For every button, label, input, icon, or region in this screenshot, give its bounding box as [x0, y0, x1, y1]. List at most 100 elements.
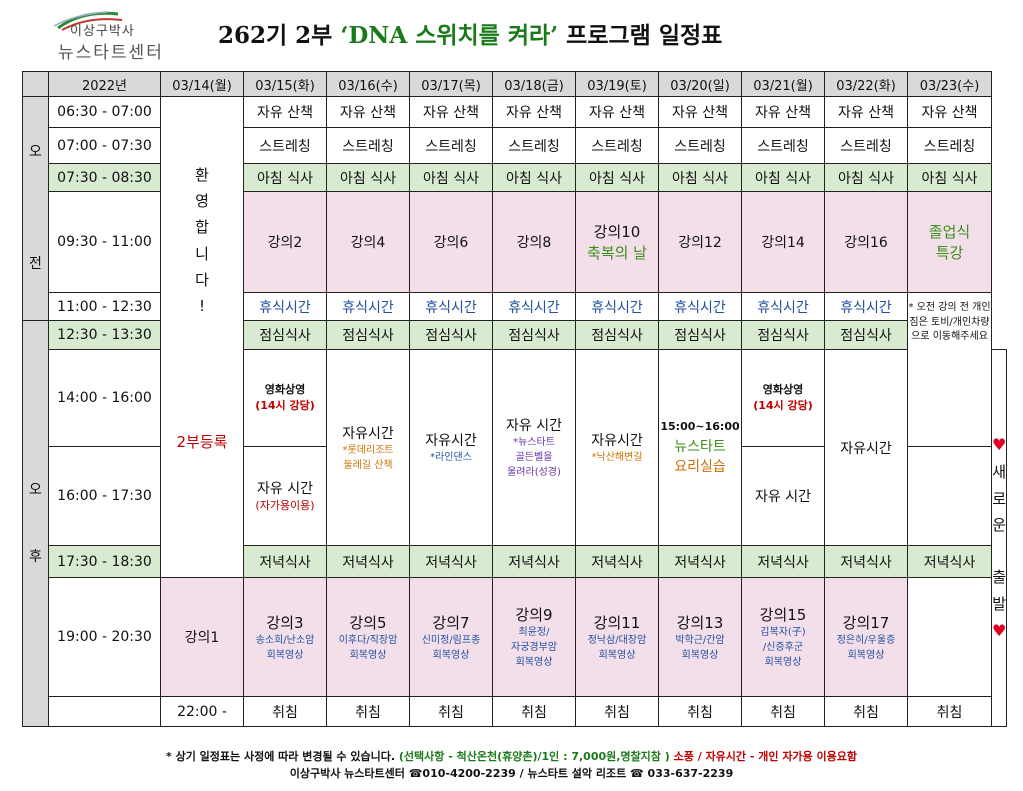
welcome-char: 합 [195, 218, 209, 237]
lecture-note: 박학근/간암 [675, 634, 725, 646]
lunch-cell: 점심식사 [492, 320, 576, 350]
free-time-note: *롯데리조트 [342, 444, 394, 456]
free-time-cell: 자유시간 *롯데리조트 둘레길 산책 [326, 349, 410, 546]
free-time-label: 자유 시간 [257, 480, 313, 497]
row-2200: 22:00 - 취침 취침 취침 취침 취침 취침 취침 취침 취침 [23, 696, 1007, 727]
walk-cell: 자유 산책 [409, 96, 493, 128]
free-time-label: 자유시간 [591, 433, 643, 449]
rest-cell: 휴식시간 [492, 292, 576, 321]
new-start-char: 출 [992, 568, 1007, 587]
walk-cell: 자유 산책 [492, 96, 576, 128]
lecture-label: 강의10 [593, 223, 641, 241]
rest-cell: 휴식시간 [409, 292, 493, 321]
evening-lecture-cell: 강의7 신미정/림프종 회복영상 [409, 577, 493, 697]
lecture-cell: 강의4 [326, 191, 410, 293]
rest-cell: 휴식시간 [824, 292, 908, 321]
lecture-note: 신미정/림프종 [421, 634, 481, 646]
sleep-cell: 취침 [824, 696, 908, 727]
lecture-cell: 강의12 [658, 191, 742, 293]
lecture-label: 강의13 [676, 613, 724, 632]
sleep-cell: 취침 [575, 696, 659, 727]
free-time-note: 울려라(성경) [507, 467, 561, 478]
evening-lecture-cell: 강의5 이후다/직장암 회복영상 [326, 577, 410, 697]
logo: 이상구박사 뉴스타트센터 [48, 8, 198, 63]
dinner-cell: 저녁식사 [658, 545, 742, 578]
movie-title: 영화상영 [762, 382, 804, 396]
free-time-cell: 자유시간 [824, 349, 908, 546]
lecture-note: 정낙삼/대장암 [587, 634, 647, 646]
time-cell: 06:30 - 07:00 [48, 96, 161, 128]
schedule-table: 2022년 03/14(월) 03/15(화) 03/16(수) 03/17(목… [22, 71, 1008, 727]
free-time-cell: 자유 시간 (자가용이용) [243, 446, 327, 546]
sleep-cell: 취침 [907, 696, 992, 727]
lunch-cell: 점심식사 [575, 320, 659, 350]
lecture-cell: 강의14 [741, 191, 825, 293]
lecture-cell: 강의16 [824, 191, 908, 293]
row-1400: 14:00 - 16:00 영화상영 (14시 강당) 자유시간 *롯데리조트 … [23, 349, 1008, 727]
cooking-cell: 15:00~16:00 뉴스타트 요리실습 [658, 349, 742, 546]
lecture-note: 회복영상 [266, 649, 304, 661]
free-time-label: 자유시간 [425, 433, 477, 449]
evening-lecture-cell: 강의15 김복자(子) /신증후군 회복영상 [741, 577, 825, 697]
corner-cell [22, 71, 49, 97]
rest-cell: 휴식시간 [326, 292, 410, 321]
lecture-label: 강의17 [842, 613, 890, 632]
stretch-cell: 스트레칭 [658, 127, 742, 164]
row-0930: 09:30 - 11:00 강의2 강의4 강의6 강의8 강의10 축복의 날… [23, 191, 1007, 293]
lecture-note: 자궁경부암 [511, 642, 557, 653]
lunch-cell: 점심식사 [658, 320, 742, 350]
date-cell: 03/19(토) [575, 71, 659, 97]
breakfast-cell: 아침 식사 [824, 163, 908, 192]
heart-icon: ♥ [992, 435, 1007, 455]
sleep-cell: 취침 [409, 696, 493, 727]
footer-option: (선택사항 - 척산온천(휴양촌)/1인 : 7,000원,명찰지참 ) [398, 750, 670, 763]
sleep-cell: 취침 [243, 696, 327, 727]
lecture-cell: 강의2 [243, 191, 327, 293]
lecture-cell: 강의10 축복의 날 [575, 191, 659, 293]
free-time-note: *낙산해변길 [591, 452, 643, 463]
date-cell: 03/17(목) [409, 71, 493, 97]
stretch-cell: 스트레칭 [907, 127, 992, 164]
sleep-cell: 취침 [741, 696, 825, 727]
free-time-note: *라인댄스 [430, 452, 472, 463]
free-time-label: 자유시간 [342, 425, 394, 442]
lecture-label: 강의7 [432, 613, 470, 632]
movie-place: (14시 강당) [255, 399, 315, 412]
dinner-cell: 저녁식사 [575, 545, 659, 578]
rest-cell: 휴식시간 [658, 292, 742, 321]
new-start-cell: ♥ 새 로 운 출 발 ♥ [990, 349, 1008, 727]
stretch-cell: 스트레칭 [741, 127, 825, 164]
lecture-note: 회복영상 [515, 657, 553, 668]
lunch-cell: 점심식사 [824, 320, 908, 350]
lecture-label: 강의15 [759, 606, 807, 624]
stretch-cell: 스트레칭 [492, 127, 576, 164]
lecture-note: 회복영상 [847, 649, 885, 661]
breakfast-cell: 아침 식사 [243, 163, 327, 192]
rest-cell: 휴식시간 [575, 292, 659, 321]
dinner-cell: 저녁식사 [492, 545, 576, 578]
title-suffix: 프로그램 일정표 [558, 22, 723, 49]
time-cell: 16:00 - 17:30 [48, 446, 161, 546]
time-cell: 12:30 - 13:30 [48, 320, 161, 350]
date-cell: 03/16(수) [326, 71, 410, 97]
footer: * 상기 일정표는 사정에 따라 변경될 수 있습니다. (선택사항 - 척산온… [0, 748, 1023, 782]
lecture-note: 이후다/직장암 [338, 634, 398, 646]
dinner-cell: 저녁식사 [907, 545, 992, 578]
dinner-cell: 저녁식사 [741, 545, 825, 578]
blessing-day-label: 축복의 날 [587, 244, 647, 262]
movie-place: (14시 강당) [753, 399, 813, 412]
free-time-label: 자유 시간 [506, 418, 562, 434]
free-time-cell: 자유시간 *라인댄스 [409, 349, 493, 546]
welcome-cell: 환 영 합 니 다 ! 2부등록 [160, 96, 244, 578]
graduation-line: 졸업식 [928, 223, 971, 241]
evening-lecture-cell: 강의1 [160, 577, 244, 697]
lunch-cell: 점심식사 [741, 320, 825, 350]
breakfast-cell: 아침 식사 [326, 163, 410, 192]
lecture-note: 최윤정/ [518, 627, 550, 638]
lecture-label: 강의11 [593, 613, 641, 632]
breakfast-cell: 아침 식사 [658, 163, 742, 192]
new-start-char: 새 [992, 463, 1007, 482]
free-time-cell: 자유 시간 [741, 446, 825, 546]
